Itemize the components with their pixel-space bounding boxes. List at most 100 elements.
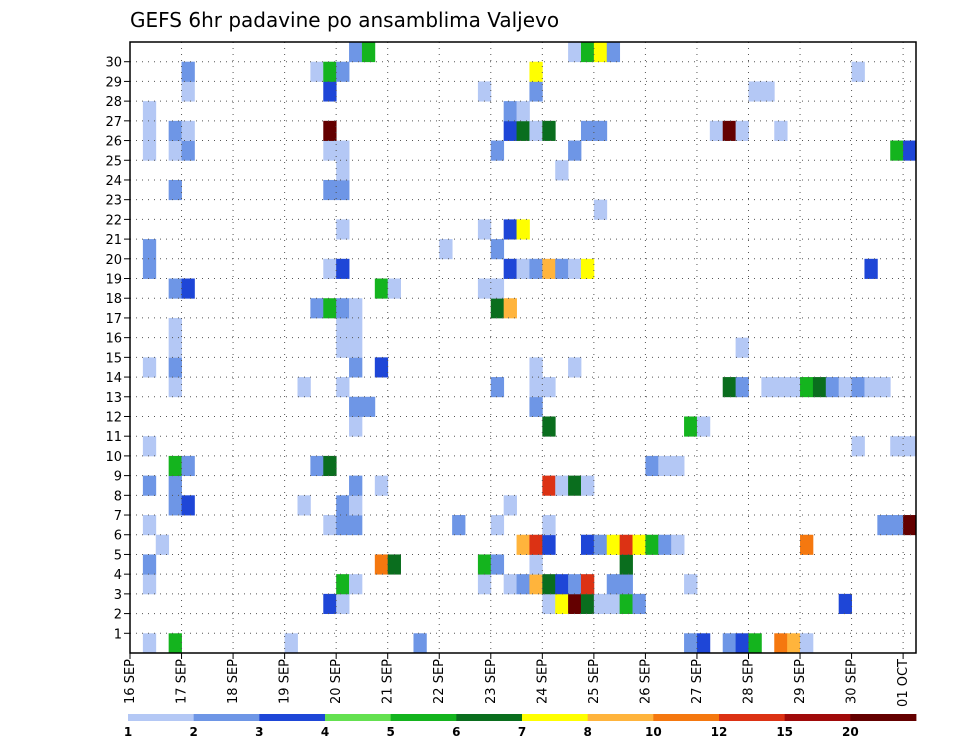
heatmap-cell (323, 61, 337, 82)
heatmap-cell (529, 258, 543, 279)
heatmap-cell (877, 515, 891, 536)
heatmap-cell (580, 258, 595, 279)
y-tick-label: 28 (105, 95, 122, 110)
heatmap-cell (142, 120, 157, 141)
heatmap-cell (490, 140, 505, 161)
heatmap-cell (580, 574, 595, 595)
heatmap-cell (142, 633, 157, 654)
heatmap-cell (606, 593, 621, 614)
heatmap-cell (142, 436, 157, 457)
heatmap-cell (374, 554, 389, 575)
x-tick-label: 17 SEP (175, 659, 190, 704)
heatmap-cell (864, 258, 878, 279)
heatmap-cell (168, 337, 182, 358)
heatmap-cell (323, 120, 337, 141)
heatmap-cell (349, 416, 363, 437)
heatmap-cell (838, 593, 852, 614)
heatmap-cell (645, 455, 659, 477)
heatmap-cell (593, 120, 608, 141)
heatmap-cell (529, 396, 543, 417)
heatmap-cell (490, 239, 505, 260)
heatmap-cell (349, 475, 363, 496)
legend-swatch (390, 714, 457, 721)
heatmap-cell (684, 574, 698, 595)
heatmap-cell (555, 574, 569, 595)
heatmap-cell (542, 475, 556, 496)
heatmap-cell (336, 258, 350, 279)
heatmap-cell (568, 357, 582, 378)
heatmap-cell (503, 298, 517, 319)
heatmap-cell (142, 357, 157, 378)
heatmap-cell (529, 574, 543, 595)
x-tick-label: 21 SEP (381, 659, 396, 704)
heatmap-cell (735, 120, 749, 141)
heatmap-cell (529, 357, 543, 378)
heatmap-cell (336, 574, 350, 595)
heatmap-cell (516, 258, 530, 279)
heatmap-cell (735, 633, 749, 654)
heatmap-cell (490, 515, 505, 536)
heatmap-cell (529, 61, 543, 82)
heatmap-cell (580, 475, 595, 496)
legend-swatch (193, 714, 260, 721)
heatmap-cell (336, 337, 350, 358)
y-tick-label: 6 (114, 529, 122, 544)
heatmap-cell (580, 593, 595, 614)
heatmap-cell (168, 475, 182, 496)
heatmap-cell (542, 416, 556, 437)
heatmap-cell (568, 42, 582, 63)
heatmap-cell (851, 61, 865, 82)
y-tick-label: 14 (105, 371, 122, 386)
heatmap-cell (168, 120, 182, 141)
heatmap-cell (542, 593, 556, 614)
heatmap-cell (568, 140, 582, 161)
heatmap-cell (374, 357, 389, 378)
heatmap-cell (890, 515, 904, 536)
heatmap-cell (580, 42, 595, 63)
heatmap-cell (477, 574, 492, 595)
heatmap-cell (580, 120, 595, 141)
heatmap-cell (645, 534, 659, 555)
y-tick-label: 15 (105, 351, 122, 366)
heatmap-cell (336, 593, 350, 614)
x-tick-label: 29 SEP (793, 659, 808, 704)
heatmap-cell (529, 554, 543, 575)
heatmap-cell (606, 42, 621, 63)
y-tick-label: 16 (105, 332, 122, 347)
heatmap-cell (349, 42, 363, 63)
heatmap-cell (529, 120, 543, 141)
legend-label: 4 (321, 725, 329, 739)
heatmap-cell (142, 515, 157, 536)
heatmap-cell (787, 633, 801, 654)
chart-title: GEFS 6hr padavine po ansamblima Valjevo (130, 8, 559, 32)
heatmap-cell (542, 574, 556, 595)
heatmap-cell (877, 377, 891, 398)
x-tick-label: 20 SEP (329, 659, 344, 704)
heatmap-cell (542, 120, 556, 141)
heatmap-cell (542, 534, 556, 555)
heatmap-cell (529, 377, 543, 398)
heatmap-cell (336, 298, 350, 319)
heatmap-cell (542, 515, 556, 536)
heatmap-cell (349, 357, 363, 378)
heatmap-cell (555, 593, 569, 614)
heatmap-cell (349, 317, 363, 339)
heatmap-cell (323, 140, 337, 161)
heatmap-cell (349, 298, 363, 319)
color-legend: 1 2 3 4 5 6 7 8 10 12 15 20 (124, 714, 917, 739)
heatmap-cell (735, 377, 749, 398)
heatmap-cell (593, 593, 608, 614)
heatmap-cell (696, 633, 711, 654)
heatmap-cell (142, 574, 157, 595)
heatmap-cell (168, 633, 182, 654)
heatmap-cell (374, 278, 389, 299)
heatmap-cell (568, 475, 582, 496)
heatmap-cell (709, 120, 724, 141)
heatmap-cell (568, 258, 582, 279)
heatmap-cell (774, 120, 788, 141)
heatmap-cell (684, 633, 698, 654)
y-tick-label: 8 (114, 489, 122, 504)
heatmap-cell (825, 377, 840, 398)
